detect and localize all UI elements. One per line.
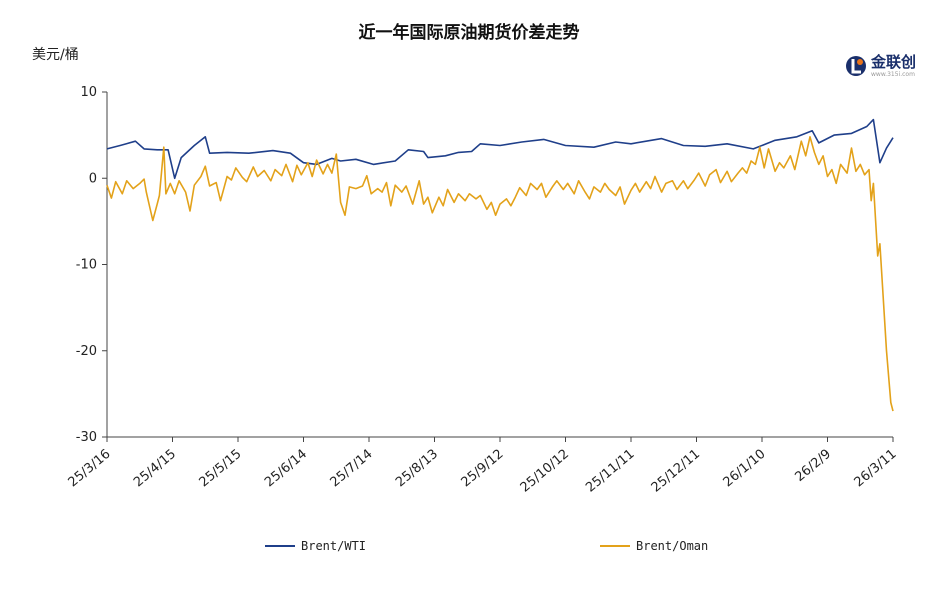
brand-logo: 金联创 www.315i.com [845,50,920,82]
series-line-brent-wti [106,118,894,180]
y-tick-label: -10 [76,258,97,273]
brand-logo-url: www.315i.com [871,71,915,78]
x-tick-label: 25/5/15 [197,447,245,491]
series-line-brent-oman [106,136,894,412]
x-tick-label: 25/12/11 [649,447,703,496]
x-tick-label: 25/9/12 [459,447,507,491]
x-tick-label: 25/11/11 [583,447,637,496]
x-tick-label: 25/8/13 [393,447,441,491]
x-tick-label: 26/2/9 [792,447,834,485]
x-tick-label: 26/3/11 [852,447,900,491]
brand-logo-text: 金联创 [871,53,917,71]
x-tick-label: 25/4/15 [131,447,179,491]
axes: 10 0 -10 -20 -30 25/3/16 25/4/15 25/5/15 25/6/14… [66,85,900,496]
series-layer [106,118,894,412]
y-tick-label: 0 [89,171,97,186]
x-tick-label: 25/6/14 [262,447,310,491]
y-axis-unit-label: 美元/桶 [32,47,79,63]
y-tick-label: -30 [76,430,97,445]
brand-logo-icon [846,56,866,76]
x-tick-label: 25/7/14 [328,447,376,491]
x-tick-label: 26/1/10 [721,447,769,491]
chart-title: 近一年国际原油期货价差走势 [358,23,580,43]
x-tick-label: 25/10/12 [518,447,572,496]
y-tick-label: -20 [76,344,97,359]
x-tick-label: 25/3/16 [66,447,114,491]
y-tick-label: 10 [80,85,97,100]
